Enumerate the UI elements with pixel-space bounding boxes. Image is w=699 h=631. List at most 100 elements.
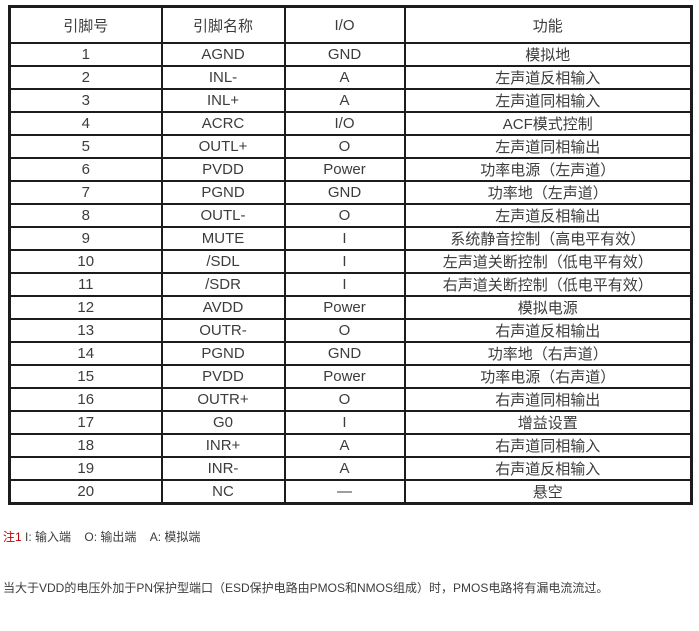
pin-name-cell: PVDD bbox=[160, 157, 286, 182]
pin-io-cell: GND bbox=[283, 180, 406, 205]
note1-text: I: 输入端 O: 输出端 A: 模拟端 bbox=[21, 530, 201, 544]
pin-number-cell: 4 bbox=[8, 111, 163, 136]
pin-name-cell: AGND bbox=[160, 42, 286, 67]
note1-label: 注1 bbox=[3, 530, 22, 544]
pin-function-cell: 左声道反相输入 bbox=[403, 65, 693, 90]
table-row: 10/SDL I 左声道关断控制（低电平有效） bbox=[8, 249, 693, 274]
pin-name-cell: NC bbox=[160, 479, 286, 505]
pin-number-cell: 12 bbox=[8, 295, 163, 320]
header-pin-name: 引脚名称 bbox=[160, 5, 286, 44]
pin-number-cell: 15 bbox=[8, 364, 163, 389]
pin-io-cell: — bbox=[283, 479, 406, 505]
pin-number-cell: 3 bbox=[8, 88, 163, 113]
header-pin-number: 引脚号 bbox=[8, 5, 163, 44]
pin-name-cell: OUTR+ bbox=[160, 387, 286, 412]
pin-name-cell: PGND bbox=[160, 180, 286, 205]
pin-name-cell: G0 bbox=[160, 410, 286, 435]
table-row: 12 AVDD Power 模拟电源 bbox=[8, 295, 693, 320]
pin-function-cell: 右声道同相输入 bbox=[403, 433, 693, 458]
pin-io-cell: GND bbox=[283, 42, 406, 67]
pin-io-cell: O bbox=[283, 387, 406, 412]
pin-name-cell: INL- bbox=[160, 65, 286, 90]
pin-number-cell: 9 bbox=[8, 226, 163, 251]
pin-io-cell: A bbox=[283, 65, 406, 90]
pin-number-cell: 14 bbox=[8, 341, 163, 366]
pin-function-cell: 右声道反相输入 bbox=[403, 456, 693, 481]
table-row: 15 PVDD Power 功率电源（右声道） bbox=[8, 364, 693, 389]
header-function: 功能 bbox=[403, 5, 693, 44]
pin-number-cell: 10 bbox=[8, 249, 163, 274]
pin-io-cell: Power bbox=[283, 157, 406, 182]
pin-name-cell: INR- bbox=[160, 456, 286, 481]
pin-name-cell: AVDD bbox=[160, 295, 286, 320]
pin-function-cell: 左声道同相输出 bbox=[403, 134, 693, 159]
pin-number-cell: 5 bbox=[8, 134, 163, 159]
pin-name-cell: ACRC bbox=[160, 111, 286, 136]
table-row: 9 MUTE I 系统静音控制（高电平有效） bbox=[8, 226, 693, 251]
pin-function-cell: 左声道反相输出 bbox=[403, 203, 693, 228]
pin-function-cell: 模拟电源 bbox=[403, 295, 693, 320]
note-2: 当大于VDD的电压外加于PN保护型端口（ESD保护电路由PMOS和NMOS组成）… bbox=[3, 581, 609, 595]
pin-function-cell: 功率电源（左声道） bbox=[403, 157, 693, 182]
table-row: 16 OUTR+ O 右声道同相输出 bbox=[8, 387, 693, 412]
pin-io-cell: I bbox=[283, 410, 406, 435]
pin-name-cell: OUTR- bbox=[160, 318, 286, 343]
pin-function-cell: 左声道关断控制（低电平有效） bbox=[403, 249, 693, 274]
pin-io-cell: I bbox=[283, 272, 406, 297]
pin-number-cell: 1 bbox=[8, 42, 163, 67]
pin-name-cell: INL+ bbox=[160, 88, 286, 113]
table-row: 5 OUTL+ O 左声道同相输出 bbox=[8, 134, 693, 159]
pin-io-cell: Power bbox=[283, 364, 406, 389]
pin-name-cell: OUTL+ bbox=[160, 134, 286, 159]
pin-io-cell: O bbox=[283, 134, 406, 159]
pin-io-cell: Power bbox=[283, 295, 406, 320]
pin-number-cell: 11 bbox=[8, 272, 163, 297]
pin-name-cell: PGND bbox=[160, 341, 286, 366]
table-row: 11/SDR I 右声道关断控制（低电平有效） bbox=[8, 272, 693, 297]
pin-io-cell: O bbox=[283, 318, 406, 343]
table-row: 3 INL+ A 左声道同相输入 bbox=[8, 88, 693, 113]
pin-io-cell: A bbox=[283, 433, 406, 458]
table-row: 4 ACRC I/O ACF模式控制 bbox=[8, 111, 693, 136]
pin-number-cell: 19 bbox=[8, 456, 163, 481]
table-row: 6 PVDD Power 功率电源（左声道） bbox=[8, 157, 693, 182]
table-row: 19 INR- A 右声道反相输入 bbox=[8, 456, 693, 481]
pin-number-cell: 6 bbox=[8, 157, 163, 182]
pin-function-cell: 右声道反相输出 bbox=[403, 318, 693, 343]
pin-function-cell: 右声道同相输出 bbox=[403, 387, 693, 412]
table-header-row: 引脚号 引脚名称 I/O 功能 bbox=[8, 5, 693, 44]
pin-function-cell: 悬空 bbox=[403, 479, 693, 505]
table-row: 8 OUTL- O 左声道反相输出 bbox=[8, 203, 693, 228]
pin-number-cell: 16 bbox=[8, 387, 163, 412]
table-row: 17 G0 I 增益设置 bbox=[8, 410, 693, 435]
pin-name-cell: MUTE bbox=[160, 226, 286, 251]
pin-function-cell: ACF模式控制 bbox=[403, 111, 693, 136]
table-row: 2 INL- A 左声道反相输入 bbox=[8, 65, 693, 90]
pin-number-cell: 20 bbox=[8, 479, 163, 505]
header-io: I/O bbox=[283, 5, 406, 44]
pin-number-cell: 13 bbox=[8, 318, 163, 343]
pin-function-cell: 增益设置 bbox=[403, 410, 693, 435]
pin-function-cell: 系统静音控制（高电平有效） bbox=[403, 226, 693, 251]
pin-number-cell: 2 bbox=[8, 65, 163, 90]
pin-io-cell: I/O bbox=[283, 111, 406, 136]
pin-io-cell: A bbox=[283, 88, 406, 113]
pin-function-cell: 功率电源（右声道） bbox=[403, 364, 693, 389]
pin-name-cell: OUTL- bbox=[160, 203, 286, 228]
pin-function-cell: 左声道同相输入 bbox=[403, 88, 693, 113]
table-row: 1 AGND GND 模拟地 bbox=[8, 42, 693, 67]
datasheet-pin-table-page: 引脚号 引脚名称 I/O 功能 1 AGND GND 模拟地 2 INL- A 左声道反相输入… bbox=[3, 5, 693, 595]
pin-function-cell: 模拟地 bbox=[403, 42, 693, 67]
pin-function-cell: 右声道关断控制（低电平有效） bbox=[403, 272, 693, 297]
table-row: 18 INR+ A 右声道同相输入 bbox=[8, 433, 693, 458]
pin-io-cell: A bbox=[283, 456, 406, 481]
pin-io-cell: I bbox=[283, 226, 406, 251]
pin-function-cell: 功率地（左声道） bbox=[403, 180, 693, 205]
pin-io-cell: I bbox=[283, 249, 406, 274]
footnotes: 注1 I: 输入端 O: 输出端 A: 模拟端 当大于VDD的电压外加于PN保护… bbox=[3, 495, 608, 631]
pin-name-cell: PVDD bbox=[160, 364, 286, 389]
pin-name-cell: INR+ bbox=[160, 433, 286, 458]
pin-io-cell: O bbox=[283, 203, 406, 228]
pin-number-cell: 7 bbox=[8, 180, 163, 205]
pin-description-table: 引脚号 引脚名称 I/O 功能 1 AGND GND 模拟地 2 INL- A 左声道反相输入… bbox=[8, 5, 693, 505]
